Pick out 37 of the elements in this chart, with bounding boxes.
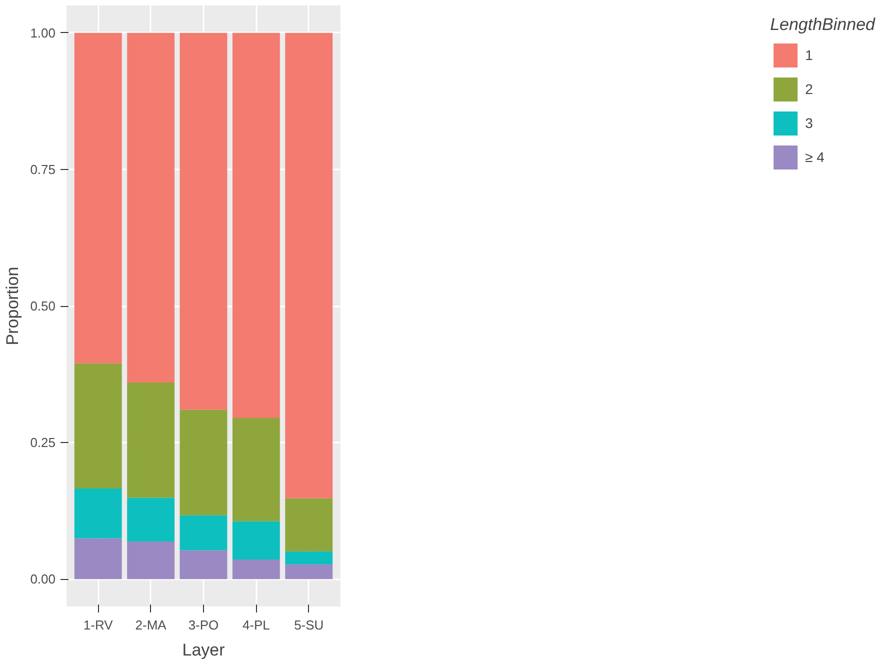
bar: [127, 498, 175, 542]
legend-label: ≥ 4: [805, 149, 826, 165]
bar: [285, 564, 333, 580]
bar: [74, 538, 122, 580]
bar: [285, 551, 333, 564]
y-tick-label: 0.50: [30, 298, 56, 314]
bar: [127, 382, 175, 498]
x-tick-label: 4-PL: [242, 618, 270, 632]
x-tick-label: 2-MA: [135, 618, 167, 632]
x-tick-label: 5-SU: [294, 618, 324, 632]
bar: [180, 550, 228, 580]
bar: [180, 32, 228, 410]
bar: [232, 418, 280, 522]
x-axis-title: Layer: [182, 640, 226, 660]
legend-label: 2: [805, 81, 814, 97]
bar: [127, 541, 175, 580]
bar: [232, 560, 280, 580]
bar: [285, 498, 333, 552]
y-tick-label: 0.00: [30, 572, 56, 587]
x-tick-label: 1-RV: [83, 618, 114, 632]
x-tick-label: 3-PO: [188, 618, 219, 632]
bar: [74, 488, 122, 538]
y-tick-label: 0.75: [30, 162, 56, 177]
legend-label: 1: [805, 47, 814, 63]
bar: [74, 32, 122, 364]
y-axis-title: Proportion: [3, 266, 22, 346]
bar: [74, 363, 122, 488]
bar: [232, 32, 280, 418]
y-tick-label: 1.00: [30, 25, 56, 40]
bar: [285, 32, 333, 498]
bar: [127, 32, 175, 382]
bar: [180, 515, 228, 550]
legend-label: 3: [805, 115, 814, 131]
bar: [232, 521, 280, 560]
legend-title: LengthBinned: [770, 15, 875, 35]
bar: [180, 410, 228, 516]
y-tick-label: 0.25: [30, 435, 56, 450]
